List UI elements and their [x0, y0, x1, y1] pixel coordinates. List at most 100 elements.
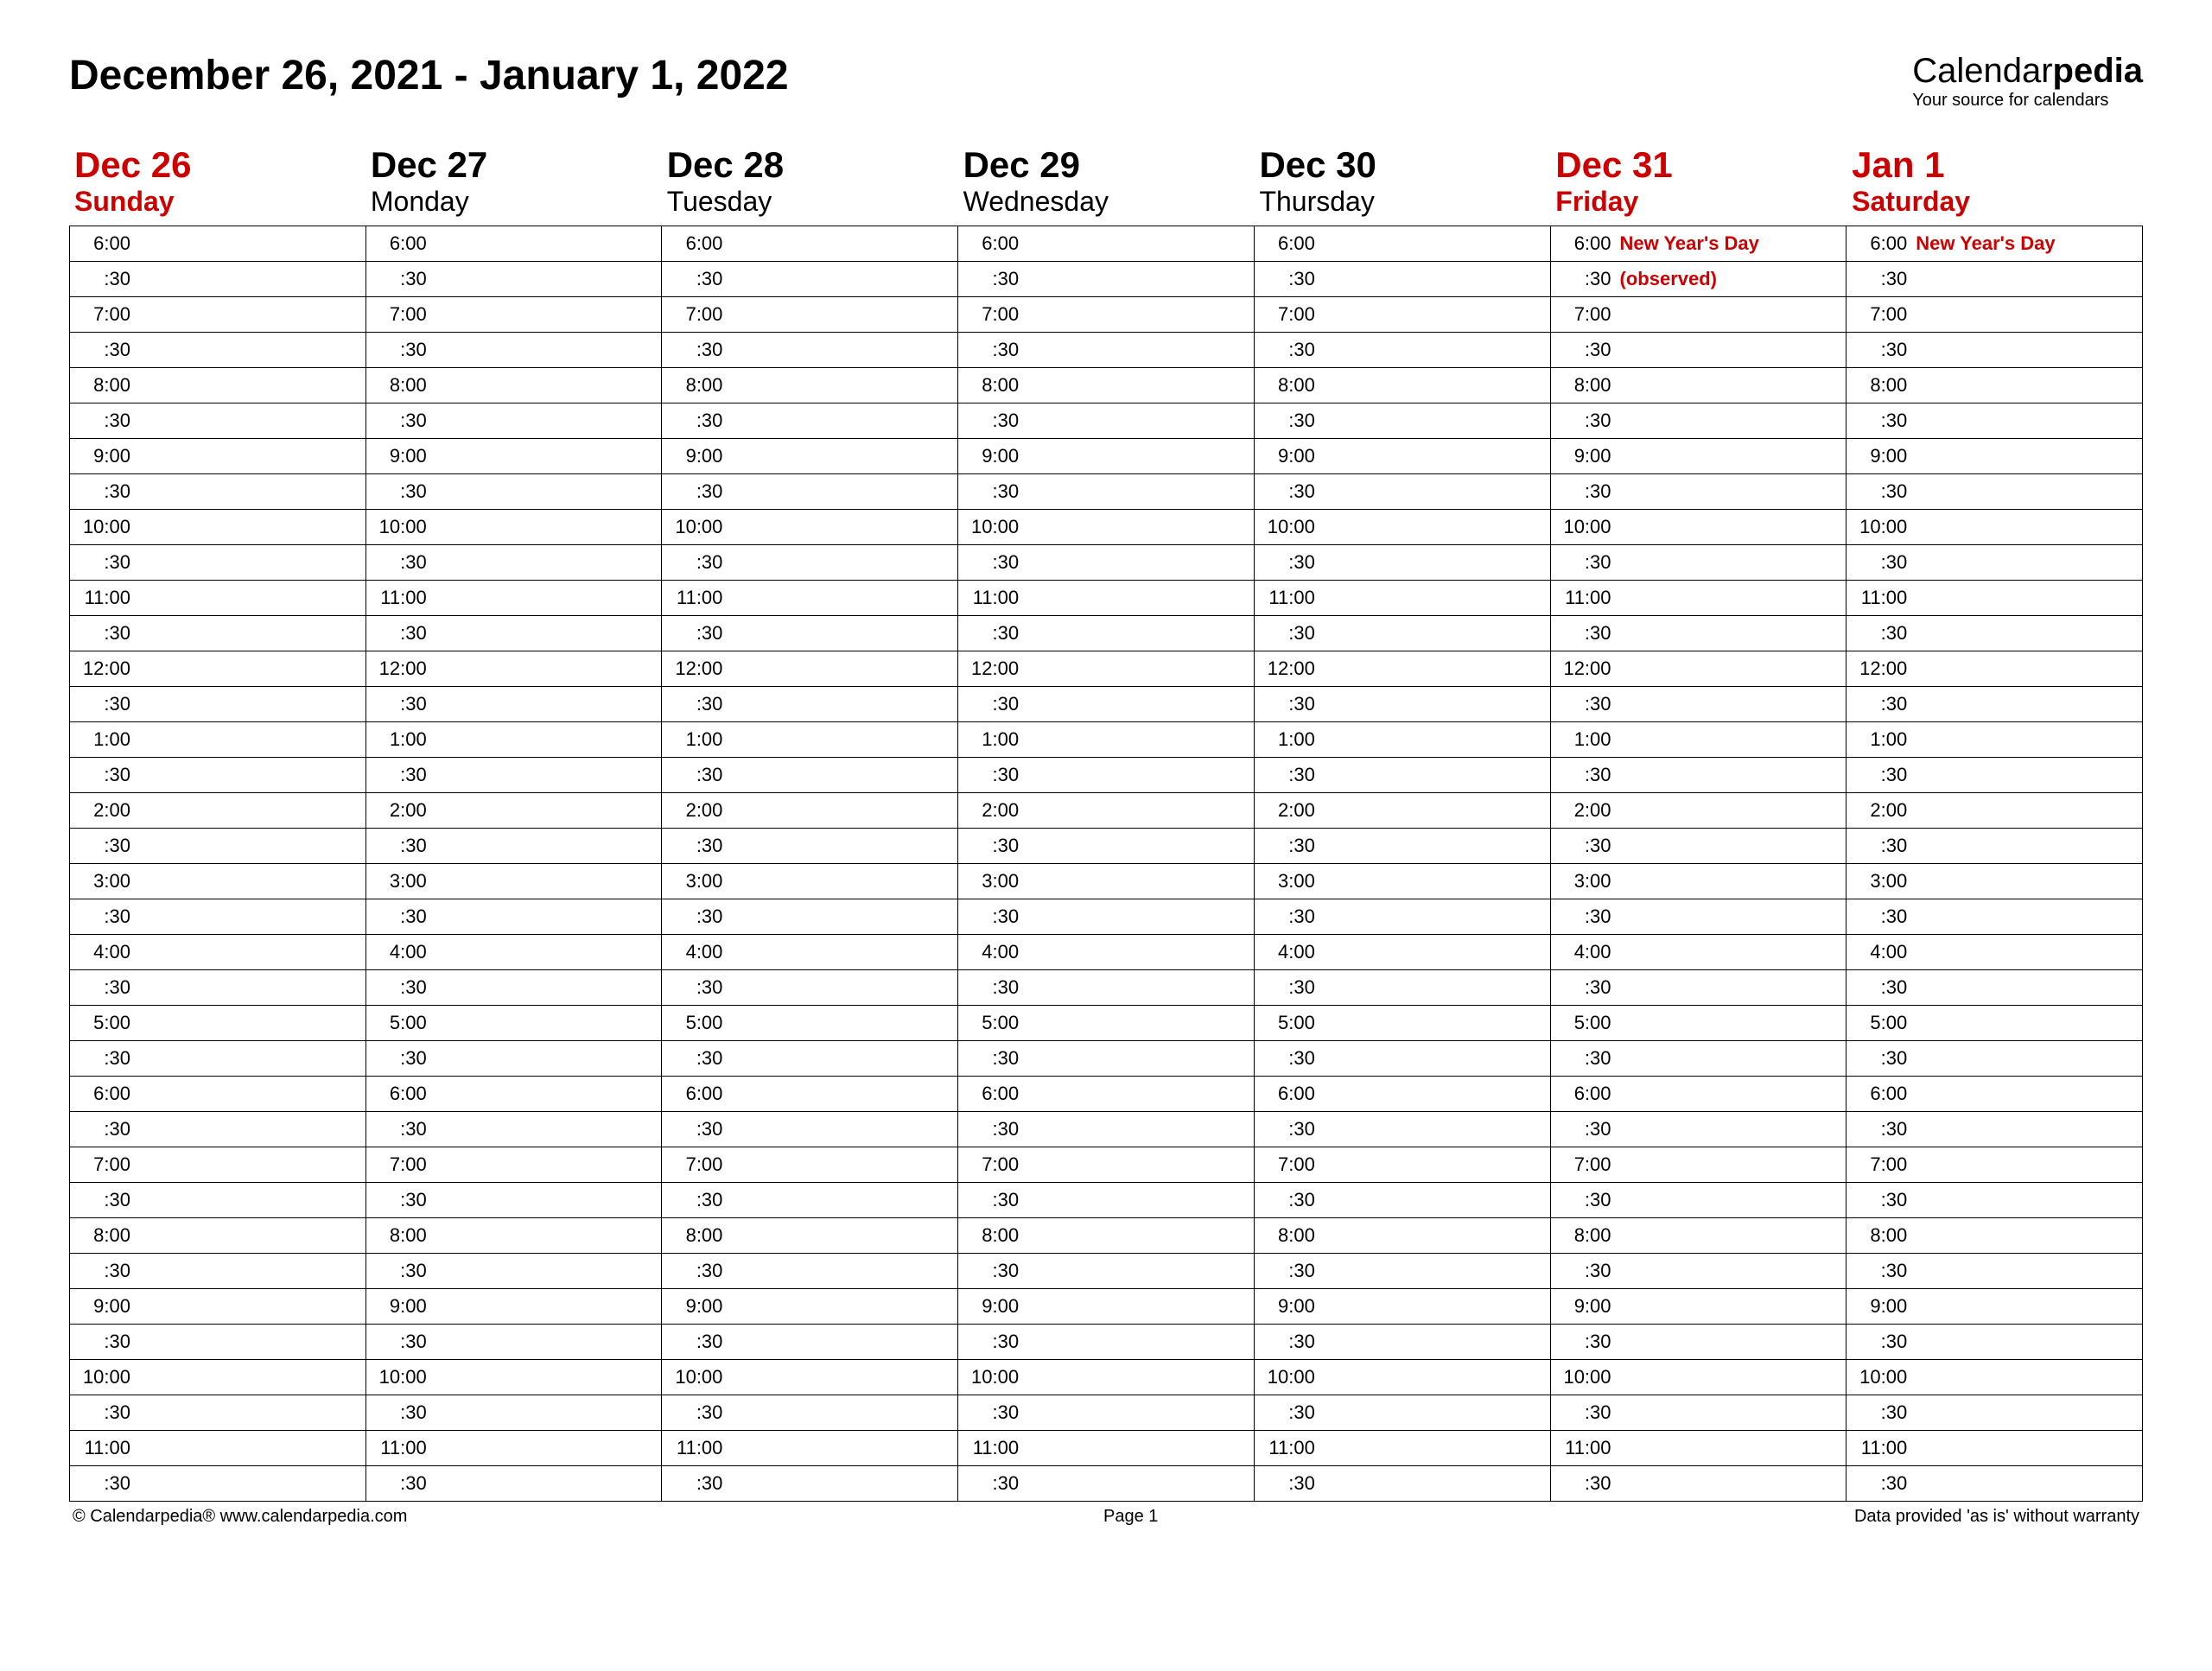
time-cell[interactable]: :30: [70, 1324, 366, 1359]
time-cell[interactable]: 6:00: [958, 1076, 1255, 1111]
time-cell[interactable]: 2:00: [365, 792, 662, 828]
time-cell[interactable]: :30: [958, 332, 1255, 367]
time-cell[interactable]: 10:00: [1254, 1359, 1550, 1395]
time-cell[interactable]: :30: [1550, 1465, 1847, 1501]
time-cell[interactable]: :30: [365, 1182, 662, 1217]
time-cell[interactable]: :30: [365, 686, 662, 721]
time-cell[interactable]: 1:00: [1254, 721, 1550, 757]
time-cell[interactable]: 2:00: [958, 792, 1255, 828]
time-cell[interactable]: 1:00: [365, 721, 662, 757]
time-cell[interactable]: :30: [1847, 969, 2143, 1005]
time-cell[interactable]: :30: [365, 261, 662, 296]
time-cell[interactable]: :30: [1847, 332, 2143, 367]
time-cell[interactable]: :30: [958, 1465, 1255, 1501]
time-cell[interactable]: 1:00: [958, 721, 1255, 757]
time-cell[interactable]: 5:00: [70, 1005, 366, 1040]
time-cell[interactable]: :30: [958, 544, 1255, 580]
time-cell[interactable]: 8:00: [958, 1217, 1255, 1253]
time-cell[interactable]: :30: [662, 615, 958, 651]
time-cell[interactable]: 10:00: [662, 509, 958, 544]
time-cell[interactable]: :30: [662, 1465, 958, 1501]
time-cell[interactable]: :30: [1847, 1395, 2143, 1430]
time-cell[interactable]: :30: [365, 615, 662, 651]
time-cell[interactable]: :30: [1254, 757, 1550, 792]
time-cell[interactable]: 11:00: [1847, 1430, 2143, 1465]
time-cell[interactable]: 8:00: [365, 367, 662, 403]
time-cell[interactable]: 11:00: [365, 1430, 662, 1465]
time-cell[interactable]: :30: [1550, 899, 1847, 934]
time-cell[interactable]: :30: [1847, 473, 2143, 509]
time-cell[interactable]: 7:00: [662, 296, 958, 332]
time-cell[interactable]: :30: [1254, 1465, 1550, 1501]
time-cell[interactable]: :30: [662, 828, 958, 863]
time-cell[interactable]: :30: [958, 1111, 1255, 1147]
time-cell[interactable]: 5:00: [662, 1005, 958, 1040]
time-cell[interactable]: :30: [365, 1395, 662, 1430]
time-cell[interactable]: 8:00: [1254, 1217, 1550, 1253]
time-cell[interactable]: :30: [1847, 1253, 2143, 1288]
time-cell[interactable]: 7:00: [365, 1147, 662, 1182]
time-cell[interactable]: :30: [1847, 261, 2143, 296]
time-cell[interactable]: :30: [1254, 261, 1550, 296]
time-cell[interactable]: :30: [958, 969, 1255, 1005]
time-cell[interactable]: 3:00: [365, 863, 662, 899]
time-cell[interactable]: :30: [1550, 828, 1847, 863]
time-cell[interactable]: :30: [1550, 403, 1847, 438]
time-cell[interactable]: 6:00New Year's Day: [1550, 226, 1847, 261]
time-cell[interactable]: :30: [958, 1395, 1255, 1430]
time-cell[interactable]: :30: [1550, 1253, 1847, 1288]
time-cell[interactable]: 12:00: [662, 651, 958, 686]
time-cell[interactable]: 6:00: [365, 1076, 662, 1111]
time-cell[interactable]: 6:00: [662, 1076, 958, 1111]
time-cell[interactable]: :30: [662, 1253, 958, 1288]
time-cell[interactable]: 11:00: [662, 1430, 958, 1465]
time-cell[interactable]: 7:00: [1550, 1147, 1847, 1182]
time-cell[interactable]: :30: [958, 899, 1255, 934]
time-cell[interactable]: 7:00: [958, 296, 1255, 332]
time-cell[interactable]: :30: [365, 1324, 662, 1359]
time-cell[interactable]: :30: [70, 332, 366, 367]
time-cell[interactable]: :30: [1550, 544, 1847, 580]
time-cell[interactable]: 5:00: [1847, 1005, 2143, 1040]
time-cell[interactable]: :30: [1254, 544, 1550, 580]
time-cell[interactable]: 10:00: [70, 509, 366, 544]
time-cell[interactable]: 9:00: [662, 438, 958, 473]
time-cell[interactable]: :30: [958, 1182, 1255, 1217]
time-cell[interactable]: :30: [1847, 899, 2143, 934]
time-cell[interactable]: :30: [1254, 1182, 1550, 1217]
time-cell[interactable]: :30: [365, 473, 662, 509]
time-cell[interactable]: :30: [1550, 473, 1847, 509]
time-cell[interactable]: :30: [662, 544, 958, 580]
time-cell[interactable]: :30: [1254, 332, 1550, 367]
time-cell[interactable]: :30: [662, 757, 958, 792]
time-cell[interactable]: 4:00: [365, 934, 662, 969]
time-cell[interactable]: :30: [1254, 1253, 1550, 1288]
time-cell[interactable]: 3:00: [662, 863, 958, 899]
time-cell[interactable]: 4:00: [1847, 934, 2143, 969]
time-cell[interactable]: 10:00: [958, 1359, 1255, 1395]
time-cell[interactable]: :30(observed): [1550, 261, 1847, 296]
time-cell[interactable]: 9:00: [958, 438, 1255, 473]
time-cell[interactable]: 11:00: [1550, 1430, 1847, 1465]
time-cell[interactable]: 12:00: [1847, 651, 2143, 686]
time-cell[interactable]: :30: [70, 969, 366, 1005]
time-cell[interactable]: 8:00: [1847, 1217, 2143, 1253]
time-cell[interactable]: 11:00: [1550, 580, 1847, 615]
time-cell[interactable]: :30: [70, 261, 366, 296]
time-cell[interactable]: :30: [1550, 1040, 1847, 1076]
time-cell[interactable]: 11:00: [958, 580, 1255, 615]
time-cell[interactable]: :30: [662, 1395, 958, 1430]
time-cell[interactable]: 7:00: [1847, 296, 2143, 332]
time-cell[interactable]: :30: [958, 757, 1255, 792]
time-cell[interactable]: :30: [70, 686, 366, 721]
time-cell[interactable]: :30: [1847, 403, 2143, 438]
time-cell[interactable]: :30: [1847, 1324, 2143, 1359]
time-cell[interactable]: 7:00: [1254, 296, 1550, 332]
time-cell[interactable]: 2:00: [1550, 792, 1847, 828]
time-cell[interactable]: :30: [1254, 403, 1550, 438]
time-cell[interactable]: 5:00: [958, 1005, 1255, 1040]
time-cell[interactable]: :30: [1254, 969, 1550, 1005]
time-cell[interactable]: 7:00: [1847, 1147, 2143, 1182]
time-cell[interactable]: :30: [958, 473, 1255, 509]
time-cell[interactable]: 6:00: [1254, 1076, 1550, 1111]
